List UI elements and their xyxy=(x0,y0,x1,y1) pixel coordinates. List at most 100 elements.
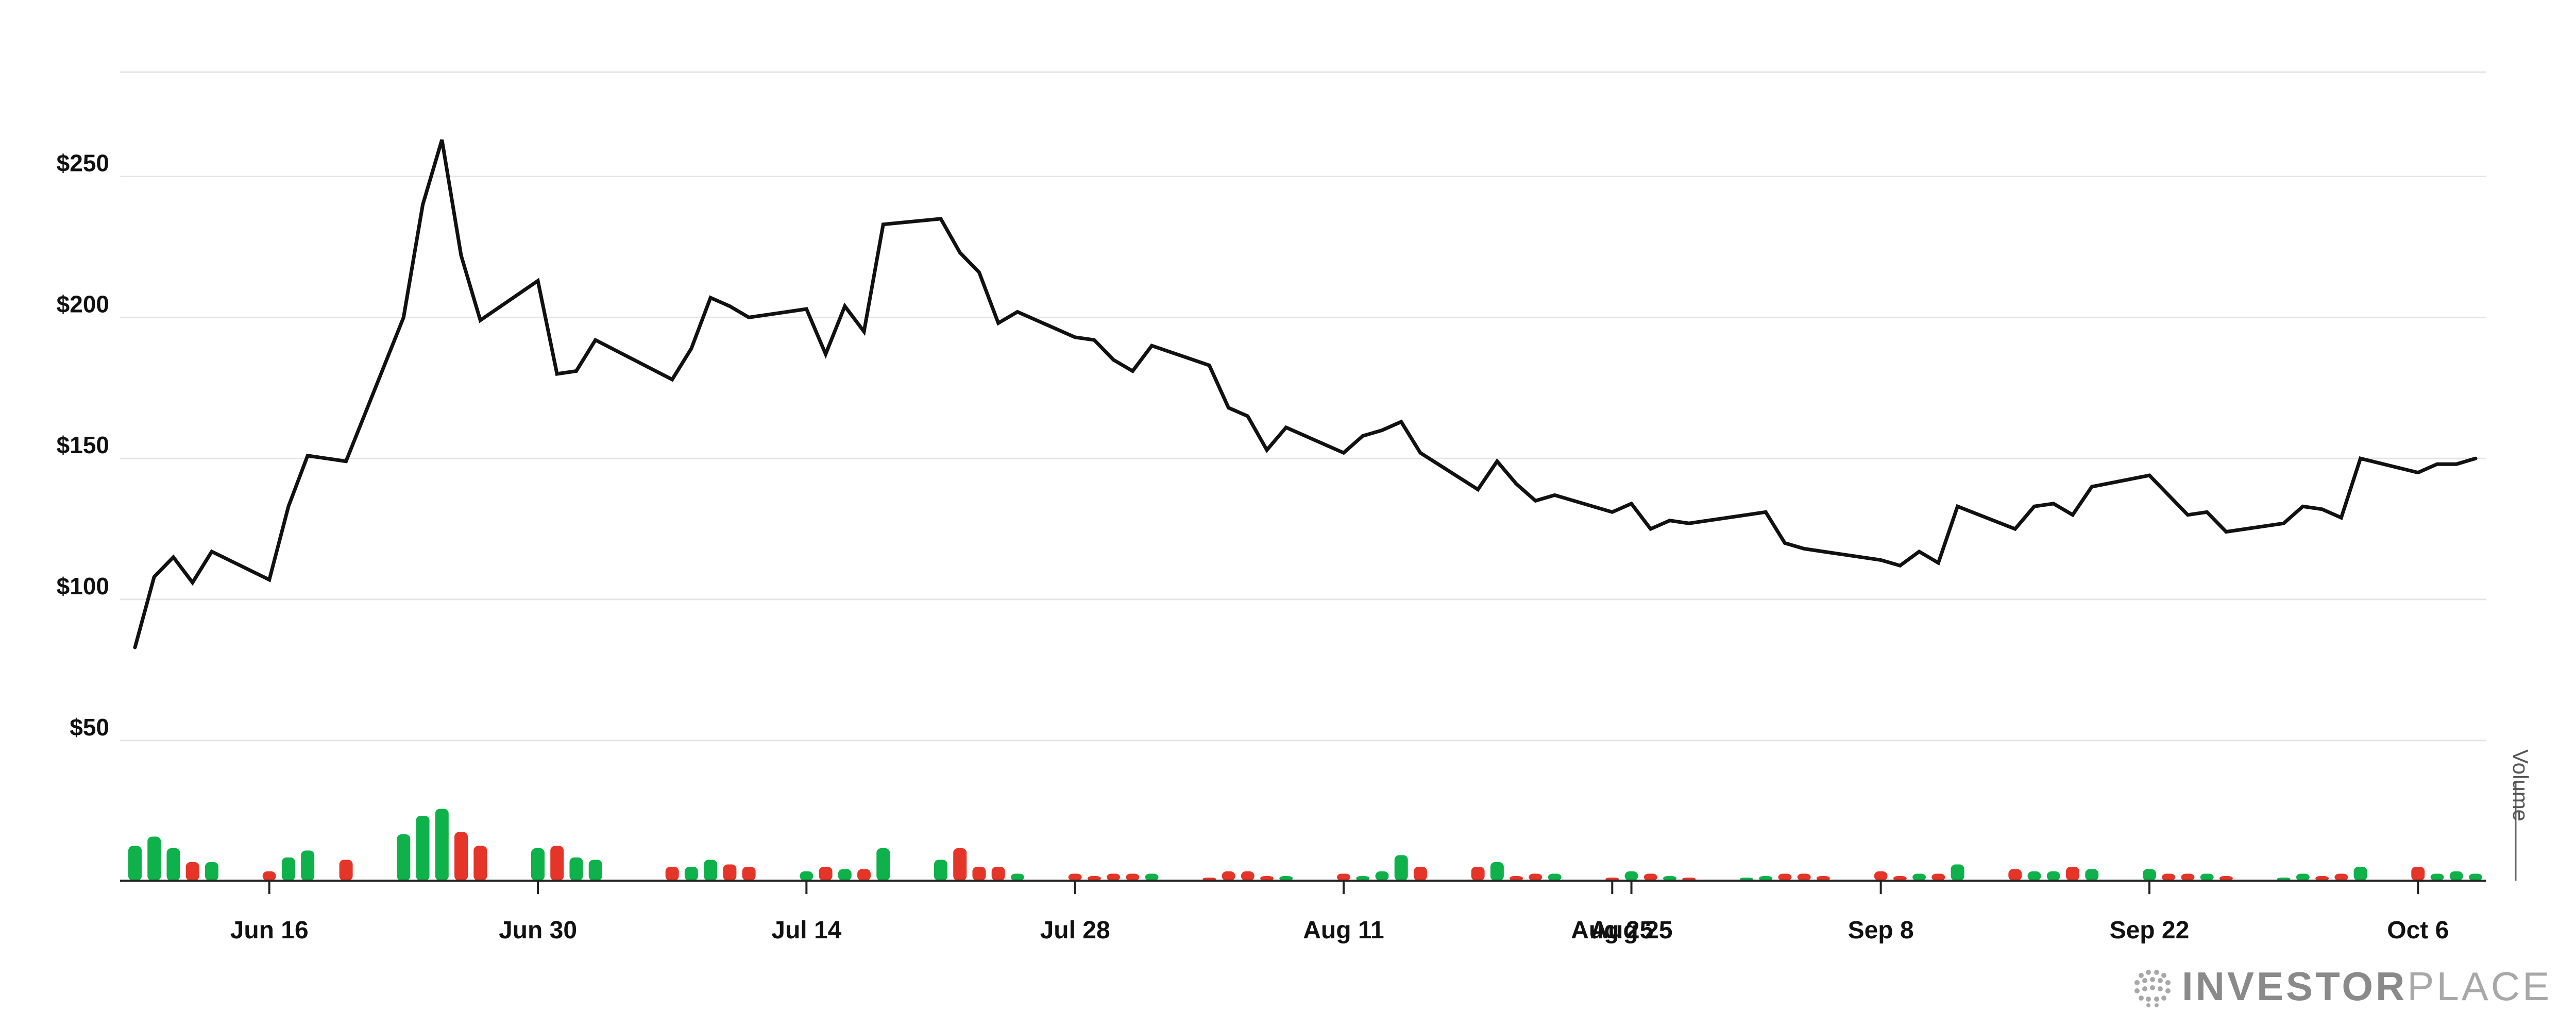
volume-bar xyxy=(1087,876,1101,881)
x-tick-label: Sep 22 xyxy=(2110,917,2190,944)
volume-bar xyxy=(205,862,218,881)
volume-axis-label: Volume xyxy=(2509,749,2533,821)
volume-bar xyxy=(934,860,947,881)
volume-bar xyxy=(2219,876,2233,881)
volume-bar xyxy=(147,836,161,881)
y-tick-label: $100 xyxy=(57,573,109,599)
y-tick-label: $200 xyxy=(57,290,109,317)
x-tick-label: Oct 6 xyxy=(2387,917,2449,944)
volume-bar xyxy=(1241,871,1255,881)
volume-bar xyxy=(2162,873,2176,881)
volume-bar xyxy=(588,860,602,881)
volume-bar xyxy=(473,846,487,881)
volume-bar xyxy=(2296,873,2310,881)
volume-bar xyxy=(1471,867,1485,881)
volume-bar xyxy=(166,848,180,881)
x-tick-label: Jul 14 xyxy=(771,917,841,944)
volume-bar xyxy=(435,809,449,881)
volume-bar xyxy=(1107,873,1121,881)
x-tick-label: Jun 16 xyxy=(230,917,309,944)
volume-bar xyxy=(1912,873,1926,881)
volume-bar xyxy=(2334,873,2348,881)
volume-bar xyxy=(2027,871,2041,881)
volume-bar xyxy=(2469,873,2482,881)
volume-bar xyxy=(684,867,698,881)
volume-bar xyxy=(1068,873,1082,881)
y-tick-label: $150 xyxy=(57,432,109,458)
volume-bar xyxy=(128,846,142,881)
brand-name-bold: INVESTOR xyxy=(2182,964,2407,1009)
volume-bar xyxy=(1951,864,1964,881)
globe-icon xyxy=(2132,966,2173,1007)
volume-bar xyxy=(1816,876,1830,881)
volume-bar xyxy=(991,867,1005,881)
volume-bar xyxy=(1529,873,1543,881)
volume-bar xyxy=(800,871,814,881)
y-axis-ticks: $50 $100 $150 $200 $250 xyxy=(57,150,109,741)
volume-bar xyxy=(1778,873,1792,881)
volume-bar xyxy=(1663,876,1677,881)
volume-bar xyxy=(416,816,430,881)
x-tick-label: Aug 25 xyxy=(1571,917,1653,944)
volume-bar xyxy=(742,867,756,881)
volume-bar xyxy=(2008,869,2022,881)
volume-bar xyxy=(1624,871,1638,881)
volume-bar xyxy=(1126,873,1140,881)
y-tick-label: $250 xyxy=(57,150,109,177)
volume-bar xyxy=(1145,873,1159,881)
x-tick-label: Aug 25 xyxy=(1590,917,1673,944)
volume-bar xyxy=(397,834,411,881)
volume-bar xyxy=(1893,876,1907,881)
volume-bar xyxy=(2200,873,2214,881)
x-axis xyxy=(120,783,2517,882)
volume-bar xyxy=(1413,867,1427,881)
x-tick-label: Jun 30 xyxy=(499,917,577,944)
volume-bar xyxy=(2430,873,2444,881)
volume-bar xyxy=(723,864,737,881)
brand-wordmark: INVESTORPLACE xyxy=(2182,964,2552,1009)
volume-bar xyxy=(1510,876,1523,881)
volume-bar xyxy=(1874,871,1888,881)
volume-bar xyxy=(531,848,545,881)
volume-bar xyxy=(1375,871,1389,881)
volume-bar xyxy=(819,867,833,881)
x-tick-label: Aug 11 xyxy=(1303,917,1384,944)
volume-bar xyxy=(1548,873,1562,881)
volume-bar xyxy=(2449,871,2463,881)
x-tick-label: Sep 8 xyxy=(1848,917,1914,944)
volume-bar xyxy=(2066,867,2080,881)
investorplace-logo[interactable]: INVESTORPLACE xyxy=(2132,964,2552,1009)
volume-bar xyxy=(1279,876,1293,881)
volume-bar xyxy=(2411,867,2425,881)
volume-bar xyxy=(953,848,967,881)
volume-bar xyxy=(1643,873,1657,881)
y-tick-label: $50 xyxy=(70,714,109,741)
volume-bar xyxy=(838,869,852,881)
volume-bar xyxy=(1356,876,1370,881)
volume-bar xyxy=(2046,871,2060,881)
volume-bar xyxy=(2142,869,2156,881)
brand-name-light: PLACE xyxy=(2407,964,2552,1009)
volume-bar xyxy=(1490,862,1504,881)
volume-bar xyxy=(876,848,890,881)
volume-bar xyxy=(550,846,564,881)
volume-bar xyxy=(281,857,295,881)
price-series xyxy=(133,139,2478,649)
volume-bars xyxy=(128,809,2482,881)
grid-lines xyxy=(120,71,2486,742)
volume-bar xyxy=(2085,869,2099,881)
volume-bar xyxy=(339,860,353,881)
volume-bar xyxy=(301,850,315,881)
volume-bar xyxy=(1010,873,1024,881)
volume-bar xyxy=(972,867,986,881)
volume-bar xyxy=(665,867,679,881)
volume-bar xyxy=(2315,876,2329,881)
volume-bar xyxy=(1336,873,1350,881)
x-axis-ticks: Jun 16 Jun 30 Jul 14 Jul 28 Aug 11 Aug 25Aug … xyxy=(230,881,2449,944)
volume-bar xyxy=(262,871,276,881)
volume-bar xyxy=(1759,876,1773,881)
volume-bar xyxy=(1394,855,1408,881)
price-line xyxy=(133,139,2478,649)
volume-bar xyxy=(185,862,199,881)
